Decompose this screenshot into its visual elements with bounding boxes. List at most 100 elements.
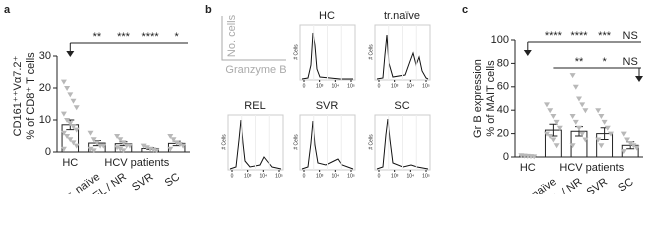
data-point	[67, 92, 74, 98]
y-axis-label: Gr B expression	[472, 59, 484, 138]
data-point	[73, 143, 80, 149]
histogram-curve	[229, 119, 282, 170]
y-tick-label: 100	[491, 34, 509, 46]
data-point	[608, 131, 614, 137]
significance-label: **	[575, 56, 584, 68]
schematic-y-label: No. cells	[226, 14, 238, 57]
data-point	[73, 105, 80, 111]
y-tick-label: 20	[497, 128, 509, 140]
panel-label: a	[4, 4, 11, 16]
significance-label: NS	[623, 30, 638, 42]
data-point	[114, 145, 121, 151]
x-tick-label: 10⁵	[347, 83, 355, 89]
panel-title: tr.naïve	[384, 10, 420, 22]
panel-y-label: # Cells	[293, 44, 299, 60]
data-point	[553, 119, 560, 125]
data-point	[569, 114, 576, 120]
data-point	[70, 124, 77, 130]
data-point	[633, 145, 640, 151]
data-point	[87, 130, 94, 136]
data-point	[93, 140, 100, 146]
y-tick-label: 80	[497, 57, 509, 69]
data-point	[70, 140, 77, 146]
x-tick-label: 10³	[391, 173, 399, 179]
panel-title: HC	[319, 10, 335, 22]
data-point	[90, 148, 97, 154]
panel-y-label: # Cells	[368, 134, 374, 150]
panel-y-label: # Cells	[368, 44, 374, 60]
panel-title: SC	[394, 100, 409, 112]
data-point	[153, 148, 160, 154]
y-tick-label: 20	[39, 82, 51, 94]
data-point	[64, 86, 71, 91]
data-point	[595, 108, 602, 114]
comparison-bracket	[527, 41, 641, 52]
data-point	[556, 125, 563, 131]
group-label: HC	[520, 162, 536, 174]
arrow-head	[523, 50, 532, 56]
data-point	[579, 131, 586, 137]
x-tick-label: 0	[303, 173, 306, 179]
data-point	[630, 143, 637, 149]
data-point	[572, 84, 579, 90]
x-tick-label: SVR	[585, 176, 610, 194]
x-tick-label: 10⁴	[259, 173, 267, 179]
data-point	[553, 143, 560, 149]
data-point	[576, 96, 582, 102]
y-tick-label: 0	[45, 146, 51, 158]
comparison-bracket	[69, 42, 188, 53]
group-label: HC	[62, 157, 78, 169]
histogram-curve	[376, 34, 429, 80]
figure: a CD161⁺⁺Vα7.2⁺% of CD8⁺ T cells 0 10 20 30 tr…	[4, 4, 643, 194]
data-point	[73, 127, 80, 133]
x-tick-label: 0	[378, 173, 381, 179]
data-point	[60, 130, 67, 136]
data-point	[582, 137, 589, 143]
data-point	[140, 143, 147, 149]
panel-title: REL	[244, 100, 265, 112]
y-tick-label: 10	[39, 114, 51, 126]
data-point	[547, 108, 554, 114]
y-tick-label: 40	[497, 104, 509, 116]
data-point	[120, 140, 127, 146]
x-tick-label: SVR	[130, 171, 155, 194]
data-point	[627, 140, 634, 146]
arrow-head	[635, 76, 643, 82]
data-point	[547, 133, 554, 139]
x-tick-label: 0	[303, 83, 306, 89]
data-point	[67, 137, 74, 143]
y-axis-label: CD161⁺⁺Vα7.2⁺	[12, 55, 24, 136]
data-point	[569, 73, 576, 79]
x-tick-label: SC	[163, 171, 182, 190]
data-point	[87, 146, 94, 152]
significance-label: **	[93, 31, 102, 43]
x-tick-label: 10⁴	[406, 173, 414, 179]
panel-title: SVR	[316, 100, 339, 112]
y-tick-label: 60	[497, 81, 509, 93]
data-point	[620, 131, 627, 137]
y-tick-label: 30	[39, 50, 51, 62]
data-point	[90, 137, 97, 143]
data-point	[167, 134, 174, 139]
significance-label: *	[602, 56, 607, 68]
significance-label: ****	[570, 30, 588, 42]
data-point	[569, 143, 576, 149]
x-tick-label: 10³	[391, 83, 399, 89]
x-tick-label: SC	[616, 176, 635, 194]
data-point	[582, 108, 589, 114]
data-point	[598, 143, 605, 149]
data-point	[576, 125, 582, 131]
data-point	[176, 142, 183, 147]
group-label: HCV patients	[104, 157, 169, 169]
data-point	[572, 119, 579, 125]
data-point	[143, 145, 150, 151]
y-axis-label: % of MAIT cells	[485, 60, 497, 137]
panel-label: c	[462, 4, 468, 16]
data-point	[595, 137, 602, 143]
data-point	[531, 154, 538, 160]
x-tick-label: 10⁴	[331, 83, 339, 89]
x-tick-label: 10⁴	[406, 83, 414, 89]
x-tick-label: 0	[231, 173, 234, 179]
significance-label: ****	[142, 31, 160, 43]
group-label: HCV patients	[559, 162, 624, 174]
